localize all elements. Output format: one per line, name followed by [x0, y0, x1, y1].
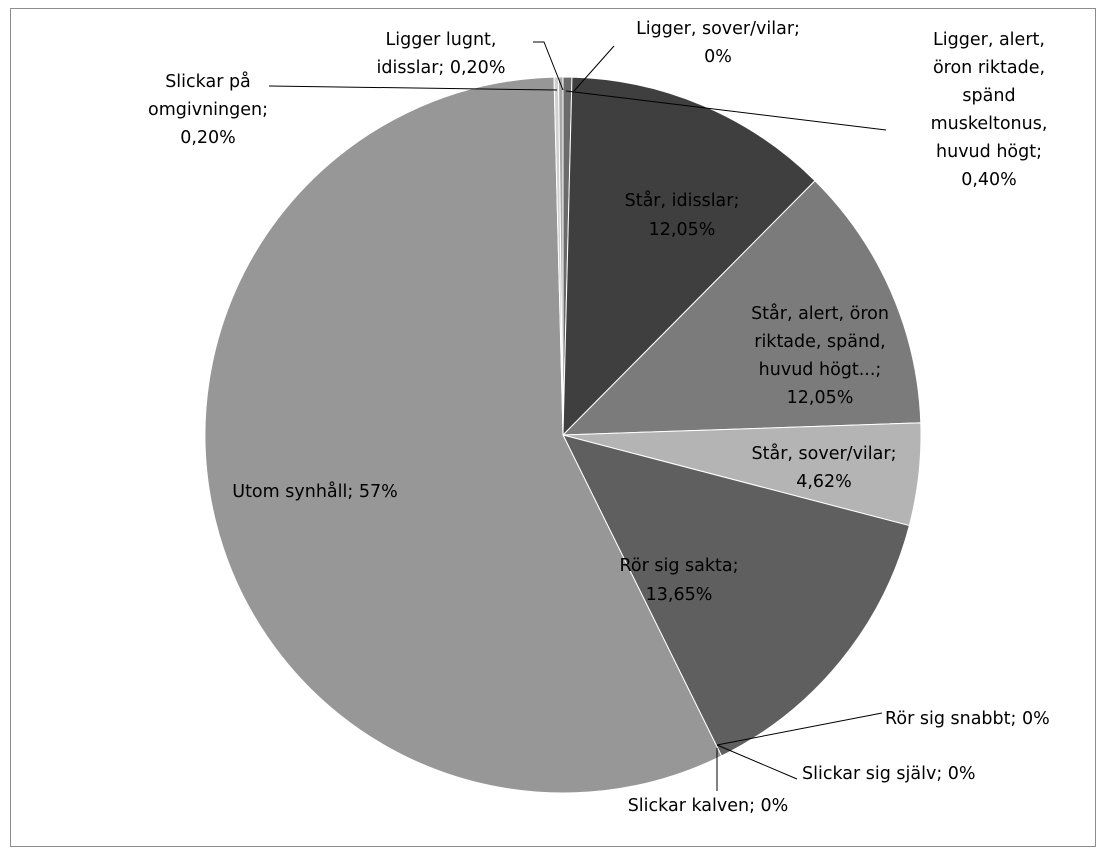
data-label-line: Ligger lugnt, [386, 30, 497, 50]
data-label-line: huvud högt...; [759, 360, 882, 380]
data-label-line: Står, alert, öron [751, 303, 889, 324]
data-label-8: Slickar sig själv; 0% [802, 764, 976, 784]
data-label-6: Rör sig sakta; 13,65% [620, 556, 739, 605]
data-label-9: Slickar kalven; 0% [628, 796, 789, 816]
pie-slice-12 [558, 76, 564, 436]
data-label-11: Slickar på omgivningen; 0,20% [148, 71, 268, 148]
data-label-12: Ligger lugnt, idisslar; 0,20% [377, 30, 506, 78]
data-label-line: 12,05% [787, 388, 854, 408]
leader-line-12 [533, 41, 564, 91]
data-label-line: riktade, spänd, [754, 332, 886, 352]
data-labels: Ligger, sover/vilar; 0% Ligger, alert, öron… [148, 19, 1050, 816]
data-label-2: Ligger, alert, öron riktade, spänd muskelto… [931, 30, 1048, 190]
data-label-line: huvud högt; [936, 142, 1042, 162]
data-label-line: Rör sig sakta; [620, 556, 739, 576]
data-label-line: Utom synhåll; 57% [232, 481, 397, 502]
leader-line-1 [573, 45, 615, 92]
data-label-line: Ligger, sover/vilar; [636, 19, 800, 39]
data-label-line: Slickar på [165, 71, 251, 92]
pie-slice-4 [561, 180, 922, 436]
pie-slice-3 [562, 76, 816, 437]
data-label-3: Står, idisslar; 12,05% [625, 190, 740, 240]
data-label-line: Står, sover/vilar; [752, 443, 897, 464]
data-label-line: öron riktade, [933, 58, 1045, 78]
data-label-line: 0,40% [961, 170, 1017, 190]
data-label-line: 13,65% [646, 585, 713, 605]
leader-lines [268, 41, 887, 791]
data-label-line: omgivningen; [148, 100, 268, 120]
leader-line-7 [716, 712, 883, 746]
pie-slices [204, 76, 922, 794]
data-label-line: Rör sig snabbt; 0% [885, 709, 1050, 729]
data-label-line: 0,20% [180, 128, 236, 148]
data-label-10: Utom synhåll; 57% [232, 481, 397, 502]
chart-area: Ligger, sover/vilar; 0% Ligger, alert, öron… [10, 8, 1096, 847]
leader-line-2 [565, 90, 887, 131]
pie-slice-10 [204, 76, 723, 794]
data-label-line: Slickar sig själv; 0% [802, 764, 976, 784]
data-label-line: 4,62% [796, 472, 852, 492]
data-label-5: Står, sover/vilar; 4,62% [752, 443, 897, 492]
data-label-7: Rör sig snabbt; 0% [885, 709, 1050, 729]
data-label-line: Slickar kalven; 0% [628, 796, 789, 816]
pie-chart: Ligger, sover/vilar; 0% Ligger, alert, öron… [148, 19, 1050, 816]
data-label-line: 12,05% [649, 220, 716, 240]
data-label-4: Står, alert, öron riktade, spänd, huvud hö… [751, 303, 889, 408]
data-label-1: Ligger, sover/vilar; 0% [636, 19, 800, 67]
data-label-line: muskeltonus, [931, 114, 1048, 134]
data-label-line: Ligger, alert, [933, 30, 1045, 50]
leader-line-8 [716, 744, 798, 780]
pie-slice-6 [562, 434, 910, 757]
data-label-line: spänd [962, 86, 1015, 106]
leader-line-11 [268, 85, 558, 91]
data-label-line: 0% [704, 47, 732, 67]
data-label-line: idisslar; 0,20% [377, 58, 506, 78]
data-label-line: Står, idisslar; [625, 190, 740, 211]
